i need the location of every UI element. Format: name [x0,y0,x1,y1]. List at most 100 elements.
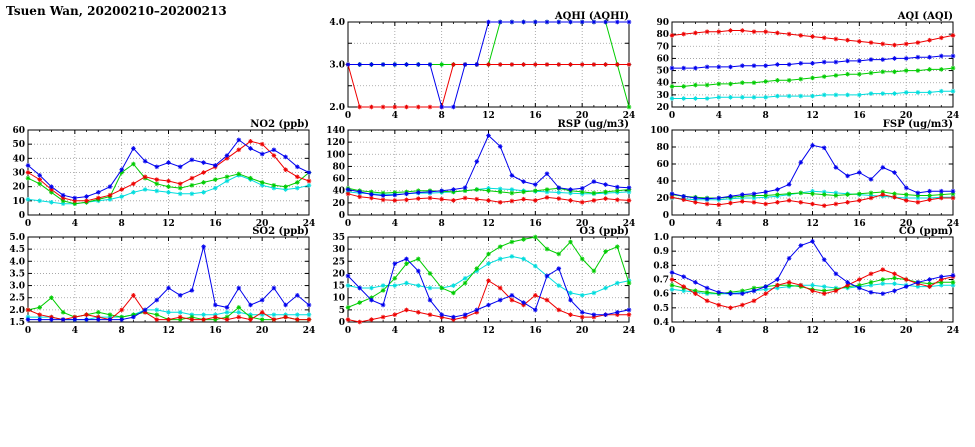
svg-text:AQI (AQI): AQI (AQI) [897,11,953,22]
chart-fsp: 0 4 8 12 16 20 24 0 20 40 60 80 100 FSP (ug/m3) [645,118,959,231]
svg-text:RSP (ug/m3): RSP (ug/m3) [558,119,629,130]
svg-text:0.8: 0.8 [653,261,669,271]
svg-text:O3 (ppb): O3 (ppb) [579,226,629,237]
svg-text:4: 4 [72,219,78,229]
svg-text:16: 16 [529,326,542,336]
chart-so2: 0 4 8 12 16 20 24 1.5 2.0 2.5 3.0 3.5 4.0 4.5 5.0 SO2 (… [1,225,315,338]
svg-text:16: 16 [209,219,222,229]
svg-text:8: 8 [119,326,125,336]
svg-text:0: 0 [339,318,345,328]
svg-text:8: 8 [763,111,769,121]
svg-text:8: 8 [439,326,445,336]
svg-text:20: 20 [576,111,589,121]
svg-text:60: 60 [656,54,669,64]
svg-text:12: 12 [162,326,175,336]
svg-text:15: 15 [332,282,345,292]
svg-text:60: 60 [12,126,25,136]
svg-text:20: 20 [332,269,345,279]
svg-text:12: 12 [162,219,175,229]
svg-text:0: 0 [669,326,675,336]
svg-text:25: 25 [332,257,345,267]
svg-text:20: 20 [12,183,25,193]
svg-text:FSP (ug/m3): FSP (ug/m3) [883,119,953,130]
svg-text:SO2 (ppb): SO2 (ppb) [252,226,309,237]
svg-text:0: 0 [345,326,351,336]
svg-text:4: 4 [392,219,398,229]
svg-text:80: 80 [332,162,345,172]
svg-text:16: 16 [853,219,866,229]
svg-text:0.4: 0.4 [653,318,669,328]
svg-text:5.0: 5.0 [9,233,25,243]
svg-text:0.6: 0.6 [653,290,669,300]
svg-text:1.5: 1.5 [9,318,25,328]
svg-text:24: 24 [623,326,635,336]
svg-text:16: 16 [209,326,222,336]
svg-text:AQHI (AQHI): AQHI (AQHI) [554,11,629,22]
svg-text:20: 20 [656,103,669,113]
svg-text:3.0: 3.0 [9,282,25,292]
svg-text:CO (ppm): CO (ppm) [899,226,953,237]
svg-text:5: 5 [339,306,345,316]
svg-text:4: 4 [392,111,398,121]
chart-canvas-no2: 0 4 8 12 16 20 24 0 10 20 30 40 50 60 NO2 (ppb) [12,119,315,229]
svg-text:20: 20 [332,199,345,209]
svg-text:12: 12 [806,111,819,121]
svg-text:3.5: 3.5 [9,269,25,279]
page-title: Tsuen Wan, 20200210–20200213 [6,4,227,18]
svg-text:50: 50 [12,140,25,150]
svg-text:40: 40 [12,154,25,164]
svg-text:3.0: 3.0 [329,61,345,71]
svg-text:12: 12 [482,326,495,336]
svg-text:20: 20 [256,326,269,336]
svg-text:8: 8 [439,111,445,121]
svg-text:24: 24 [623,219,635,229]
svg-text:12: 12 [482,111,495,121]
svg-text:0.5: 0.5 [653,304,669,314]
chart-aqi: 0 4 8 12 16 20 24 20 30 40 50 60 70 80 90 AQI (AQI) [645,10,959,123]
svg-text:80: 80 [656,143,669,153]
svg-text:100: 100 [326,150,345,160]
chart-no2: 0 4 8 12 16 20 24 0 10 20 30 40 50 60 NO2 (ppb) [1,118,315,231]
svg-text:24: 24 [947,326,959,336]
svg-text:0: 0 [339,211,345,221]
svg-text:4: 4 [716,219,722,229]
svg-text:20: 20 [900,219,913,229]
svg-text:20: 20 [576,219,589,229]
chart-co: 0 4 8 12 16 20 24 0.4 0.5 0.6 0.7 0.8 0.9 1.0 CO (ppm) [645,225,959,338]
svg-text:0: 0 [25,326,31,336]
svg-text:40: 40 [656,177,669,187]
svg-text:16: 16 [853,111,866,121]
svg-text:0.9: 0.9 [653,247,669,257]
chart-aqhi: 0 4 8 12 16 20 24 2.0 3.0 4.0 AQHI (AQHI) [321,10,635,123]
svg-text:2.5: 2.5 [9,294,25,304]
svg-text:24: 24 [947,111,959,121]
svg-text:0.7: 0.7 [653,276,669,286]
svg-text:12: 12 [482,219,495,229]
svg-text:35: 35 [332,233,345,243]
svg-text:40: 40 [656,79,669,89]
svg-text:16: 16 [529,219,542,229]
svg-text:0: 0 [345,111,351,121]
chart-canvas-so2: 0 4 8 12 16 20 24 1.5 2.0 2.5 3.0 3.5 4.0 4.5 5.0 SO2 (… [9,226,315,336]
svg-text:30: 30 [12,169,25,179]
svg-text:0: 0 [345,219,351,229]
svg-text:4: 4 [392,326,398,336]
svg-text:16: 16 [853,326,866,336]
svg-text:20: 20 [576,326,589,336]
svg-text:0: 0 [669,219,675,229]
svg-text:20: 20 [256,219,269,229]
svg-text:0: 0 [663,211,669,221]
svg-text:20: 20 [656,194,669,204]
svg-text:70: 70 [656,42,669,52]
chart-canvas-fsp: 0 4 8 12 16 20 24 0 20 40 60 80 100 FSP (ug/m3) [650,119,959,229]
svg-text:0: 0 [25,219,31,229]
svg-text:12: 12 [806,219,819,229]
svg-text:90: 90 [656,18,669,28]
svg-text:8: 8 [439,219,445,229]
chart-canvas-aqi: 0 4 8 12 16 20 24 20 30 40 50 60 70 80 90 AQI (AQI) [656,11,959,121]
svg-text:24: 24 [303,219,315,229]
svg-text:24: 24 [947,219,959,229]
svg-text:2.0: 2.0 [329,103,345,113]
svg-text:NO2 (ppb): NO2 (ppb) [250,119,309,130]
